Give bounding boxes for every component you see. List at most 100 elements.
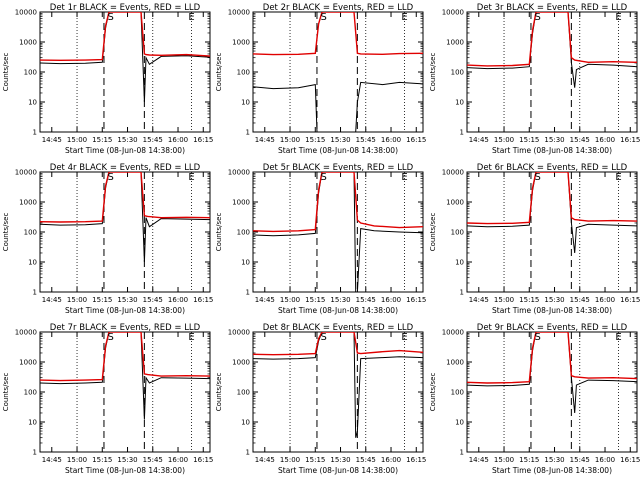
interval-marker-label: S	[321, 172, 327, 183]
y-tick-label: 10000	[442, 169, 464, 177]
chart-title: Det 4r BLACK = Events, RED = LLD	[50, 163, 201, 173]
lld-series-line	[253, 332, 423, 356]
events-series-line	[253, 332, 423, 438]
chart-title: Det 1r BLACK = Events, RED = LLD	[50, 3, 201, 13]
chart-title: Det 3r BLACK = Events, RED = LLD	[477, 3, 628, 13]
x-tick-label: 15:00	[67, 136, 87, 144]
interval-marker-label: S	[321, 12, 327, 23]
y-tick-label: 1	[33, 449, 37, 457]
lld-series-line	[467, 172, 637, 225]
x-tick-label: 15:30	[117, 136, 137, 144]
y-tick-label: 1	[460, 129, 464, 137]
y-tick-label: 1	[246, 129, 250, 137]
interval-marker-label: E	[401, 332, 407, 343]
x-tick-label: 15:15	[519, 296, 539, 304]
y-tick-label: 1	[33, 289, 37, 297]
chart-panel: Det 5r BLACK = Events, RED = LLD Counts/s…	[215, 163, 426, 315]
x-tick-label: 16:15	[193, 136, 213, 144]
y-tick-label: 10000	[15, 9, 37, 17]
x-tick-label: 16:15	[193, 456, 213, 464]
plot-frame	[466, 331, 638, 453]
x-tick-label: 15:00	[494, 296, 514, 304]
interval-marker-label: E	[188, 332, 194, 343]
y-tick-label: 100	[24, 229, 37, 237]
y-axis-label: Counts/sec	[2, 213, 10, 252]
x-tick-label: 15:45	[143, 136, 163, 144]
x-axis-label: Start Time (08-Jun-08 14:38:00)	[492, 466, 612, 475]
x-tick-label: 16:15	[193, 296, 213, 304]
interval-marker-label: E	[615, 172, 621, 183]
x-tick-label: 15:30	[330, 296, 350, 304]
y-tick-label: 10	[28, 99, 37, 107]
x-tick-label: 15:30	[544, 296, 564, 304]
y-tick-label: 1000	[19, 39, 37, 47]
y-tick-label: 10	[28, 419, 37, 427]
x-tick-label: 15:30	[330, 136, 350, 144]
x-tick-label: 15:30	[117, 456, 137, 464]
y-tick-label: 1	[460, 449, 464, 457]
y-axis-label: Counts/sec	[2, 373, 10, 412]
y-tick-label: 1000	[232, 359, 250, 367]
plot-frame	[39, 331, 211, 453]
x-tick-label: 15:00	[280, 136, 300, 144]
x-tick-label: 15:45	[356, 296, 376, 304]
chart-title: Det 9r BLACK = Events, RED = LLD	[477, 323, 628, 333]
x-axis-label: Start Time (08-Jun-08 14:38:00)	[278, 466, 398, 475]
x-tick-label: 15:30	[544, 456, 564, 464]
x-tick-label: 14:45	[42, 136, 62, 144]
x-tick-label: 14:45	[469, 296, 489, 304]
x-axis-label: Start Time (08-Jun-08 14:38:00)	[65, 306, 185, 315]
chart-panel: Det 2r BLACK = Events, RED = LLD Counts/s…	[215, 3, 426, 155]
y-tick-label: 1	[460, 289, 464, 297]
x-tick-label: 15:30	[544, 136, 564, 144]
x-tick-label: 15:15	[519, 136, 539, 144]
plot-frame	[252, 331, 424, 453]
lld-series-line	[40, 172, 210, 223]
y-tick-label: 10	[455, 99, 464, 107]
y-tick-label: 1000	[446, 199, 464, 207]
y-tick-label: 1000	[232, 199, 250, 207]
x-tick-label: 15:30	[117, 296, 137, 304]
chart-panel: Det 4r BLACK = Events, RED = LLD Counts/s…	[2, 163, 213, 315]
x-tick-label: 14:45	[255, 296, 275, 304]
x-tick-label: 16:15	[620, 296, 640, 304]
interval-marker-label: E	[188, 172, 194, 183]
chart-panel: Det 8r BLACK = Events, RED = LLD Counts/s…	[215, 323, 426, 475]
x-tick-label: 15:15	[92, 136, 112, 144]
y-axis-label: Counts/sec	[215, 53, 223, 92]
lld-series-line	[467, 12, 637, 67]
y-axis-label: Counts/sec	[429, 213, 437, 252]
interval-marker-label: S	[535, 332, 541, 343]
events-series-line	[40, 332, 210, 420]
x-tick-label: 16:00	[381, 456, 401, 464]
chart-title: Det 5r BLACK = Events, RED = LLD	[263, 163, 414, 173]
events-series-line	[467, 332, 637, 414]
events-series-line	[467, 12, 637, 88]
y-axis-label: Counts/sec	[215, 373, 223, 412]
y-tick-label: 1	[246, 289, 250, 297]
y-tick-label: 10	[28, 259, 37, 267]
x-tick-label: 16:00	[381, 136, 401, 144]
y-tick-label: 10000	[15, 169, 37, 177]
x-tick-label: 16:15	[620, 136, 640, 144]
x-axis-label: Start Time (08-Jun-08 14:38:00)	[278, 146, 398, 155]
plot-frame	[39, 171, 211, 293]
y-tick-label: 10000	[228, 329, 250, 337]
x-tick-label: 15:00	[494, 456, 514, 464]
y-tick-label: 10	[455, 259, 464, 267]
y-tick-label: 1	[33, 129, 37, 137]
y-tick-label: 100	[451, 69, 464, 77]
events-series-line	[467, 172, 637, 254]
x-tick-label: 15:30	[330, 456, 350, 464]
y-tick-label: 100	[24, 69, 37, 77]
lld-series-line	[253, 172, 423, 233]
y-tick-label: 100	[24, 389, 37, 397]
y-tick-label: 10000	[442, 329, 464, 337]
x-tick-label: 16:00	[381, 296, 401, 304]
x-tick-label: 15:00	[280, 296, 300, 304]
x-tick-label: 14:45	[255, 136, 275, 144]
chart-title: Det 7r BLACK = Events, RED = LLD	[50, 323, 201, 333]
x-tick-label: 15:45	[570, 456, 590, 464]
interval-marker-label: S	[108, 12, 114, 23]
